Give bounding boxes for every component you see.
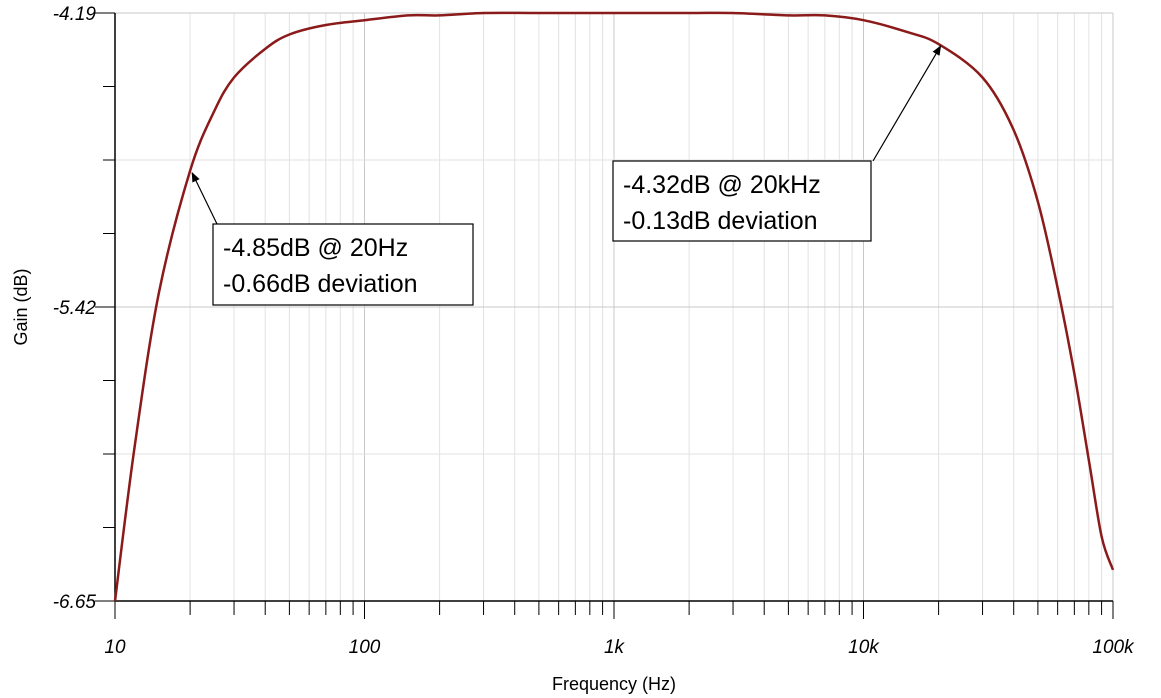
annotation-arrow xyxy=(191,171,218,225)
annotation-box xyxy=(612,160,872,242)
annotations: -4.85dB @ 20Hz -0.66dB deviation -4.32dB @… xyxy=(191,45,942,306)
x-tick-label: 1k xyxy=(604,637,626,658)
y-tick-label: -5.42 xyxy=(53,298,97,319)
annotation-callout: -4.32dB @ 20kHz -0.13dB deviation xyxy=(612,45,942,242)
x-tick-label: 10 xyxy=(104,637,126,658)
y-tick-label: -6.65 xyxy=(53,592,97,613)
x-tick-label: 10k xyxy=(848,637,880,658)
x-tick-label: 100k xyxy=(1092,637,1135,658)
annotation-text: -4.32dB @ 20kHz xyxy=(623,171,821,199)
grid-lines xyxy=(114,12,1114,602)
annotation-arrow xyxy=(872,45,942,162)
x-tick-label: 100 xyxy=(349,637,381,658)
y-axis-title: Gain (dB) xyxy=(11,268,31,345)
annotation-text: -0.13dB deviation xyxy=(623,207,818,235)
tick-labels: 10 100 1k 10k 100k -4.19 -5.42 -6.65 xyxy=(53,4,1135,658)
series-layer xyxy=(113,11,1115,602)
gain-curve xyxy=(113,11,1115,602)
annotation-text: -0.66dB deviation xyxy=(223,270,418,298)
x-axis-title: Frequency (Hz) xyxy=(552,674,676,694)
y-tick-label: -4.19 xyxy=(53,4,97,25)
annotation-callout: -4.85dB @ 20Hz -0.66dB deviation xyxy=(191,171,474,306)
axis-ticks xyxy=(95,12,1114,619)
annotation-text: -4.85dB @ 20Hz xyxy=(223,234,408,262)
annotation-box xyxy=(212,223,474,306)
